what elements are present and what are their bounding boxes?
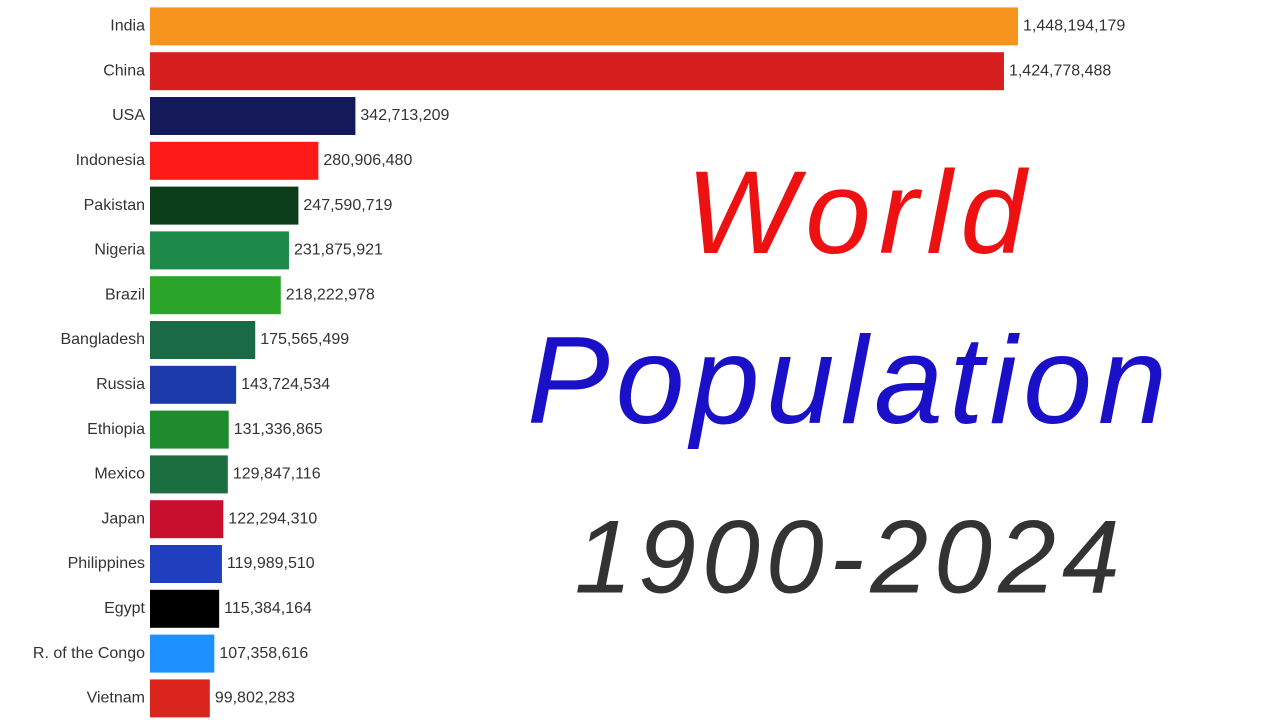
category-label: Indonesia: [76, 152, 145, 169]
value-label: 131,336,865: [234, 421, 323, 438]
bar: [150, 589, 220, 628]
bar: [150, 679, 210, 718]
value-label: 119,989,510: [227, 555, 315, 572]
value-label: 122,294,310: [228, 510, 317, 527]
category-label: Egypt: [104, 600, 145, 617]
bar: [150, 7, 1018, 46]
category-label: Ethiopia: [87, 421, 145, 438]
value-label: 231,875,921: [294, 242, 383, 259]
title-line: World: [686, 147, 1034, 279]
bar: [150, 500, 224, 539]
category-label: Mexico: [94, 466, 145, 483]
value-label: 342,713,209: [360, 107, 449, 124]
value-label: 129,847,116: [233, 466, 321, 483]
bar: [150, 276, 281, 315]
value-label: 247,590,719: [303, 197, 392, 214]
category-label: Brazil: [105, 286, 145, 303]
value-label: 280,906,480: [323, 152, 412, 169]
bar: [150, 231, 289, 270]
value-label: 99,802,283: [215, 690, 295, 707]
value-label: 1,424,778,488: [1009, 62, 1111, 79]
bar: [150, 186, 299, 225]
category-label: USA: [112, 107, 145, 124]
category-label: Russia: [96, 376, 145, 393]
bar: [150, 321, 256, 359]
category-label: Pakistan: [84, 197, 145, 214]
bar: [150, 545, 222, 583]
title-line: 1900-2024: [574, 499, 1125, 615]
category-label: Bangladesh: [60, 331, 145, 348]
value-label: 175,565,499: [260, 331, 349, 348]
category-label: Nigeria: [94, 242, 145, 259]
bar: [150, 455, 228, 494]
value-label: 218,222,978: [286, 286, 375, 303]
value-label: 115,384,164: [224, 600, 312, 617]
category-label: Vietnam: [87, 690, 145, 707]
value-label: 1,448,194,179: [1023, 18, 1125, 35]
bar: [150, 410, 229, 449]
category-label: India: [110, 18, 145, 35]
category-label: China: [103, 62, 145, 79]
category-label: Japan: [101, 510, 145, 527]
title-line: Population: [527, 312, 1173, 450]
bar: [150, 141, 319, 180]
category-label: R. of the Congo: [33, 645, 145, 662]
category-label: Philippines: [68, 555, 145, 572]
bar: [150, 97, 356, 135]
bar: [150, 52, 1004, 91]
bar: [150, 365, 237, 404]
value-label: 143,724,534: [241, 376, 330, 393]
value-label: 107,358,616: [219, 645, 308, 662]
bar: [150, 634, 215, 673]
